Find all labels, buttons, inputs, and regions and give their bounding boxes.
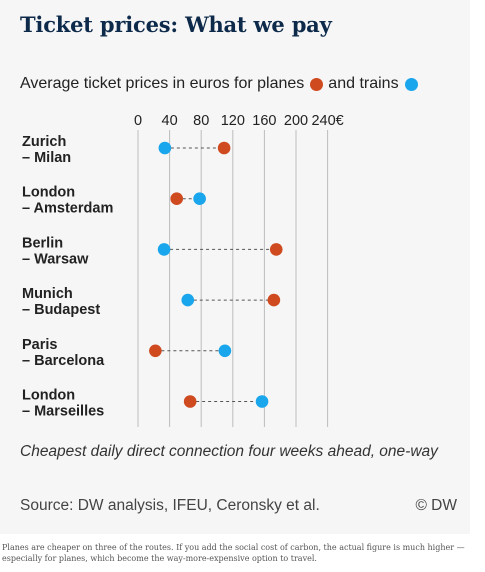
route-label-origin: London [22, 185, 75, 201]
chart-note: Cheapest daily direct connection four we… [20, 443, 438, 460]
train-price-dot [158, 141, 172, 155]
subtitle-text: Average ticket prices in euros for plane… [20, 75, 305, 92]
route-label-origin: Paris [22, 337, 57, 353]
plane-price-dot [269, 243, 283, 256]
route-label-destination: – Marseilles [22, 404, 104, 420]
x-tick-label: 0 [134, 113, 142, 129]
route-label-destination: – Barcelona [22, 353, 105, 369]
plane-price-dot [149, 344, 162, 358]
legend-plane-dot [310, 77, 324, 91]
article-caption: Planes are cheaper on three of the route… [2, 543, 465, 563]
chart-card [0, 0, 470, 534]
train-price-dot [157, 243, 171, 256]
route-label-origin: Zurich [22, 134, 66, 150]
route-label-origin: Munich [22, 286, 73, 302]
source-text: Source: DW analysis, IFEU, Ceronsky et a… [20, 497, 320, 514]
route-label-destination: – Amsterdam [22, 201, 113, 217]
train-price-dot [218, 344, 232, 358]
x-tick-label: 80 [193, 113, 209, 129]
plane-price-dot [170, 192, 184, 205]
x-tick-label: 120 [221, 113, 245, 129]
chart-title: Ticket prices: What we pay [20, 12, 332, 37]
route-label-destination: – Warsaw [22, 251, 89, 267]
x-tick-label: 160 [252, 113, 276, 129]
legend-train-dot [404, 77, 418, 91]
subtitle-text-trains: and trains [328, 75, 399, 92]
x-tick-label: 40 [162, 113, 178, 129]
train-price-dot [181, 293, 195, 307]
plane-price-dot [267, 293, 281, 307]
train-price-dot [255, 395, 269, 408]
x-tick-label: 200 [284, 113, 308, 129]
chart-subtitle: Average ticket prices in euros for plane… [20, 74, 423, 94]
route-label-destination: – Milan [22, 150, 71, 166]
plane-price-dot [183, 395, 197, 408]
plane-price-dot [217, 141, 231, 155]
train-price-dot [193, 192, 206, 205]
route-label-origin: London [22, 388, 75, 404]
credit-text: © DW [415, 497, 457, 514]
x-tick-label: 240€ [311, 113, 343, 129]
route-label-origin: Berlin [22, 235, 63, 251]
route-label-destination: – Budapest [22, 302, 100, 318]
